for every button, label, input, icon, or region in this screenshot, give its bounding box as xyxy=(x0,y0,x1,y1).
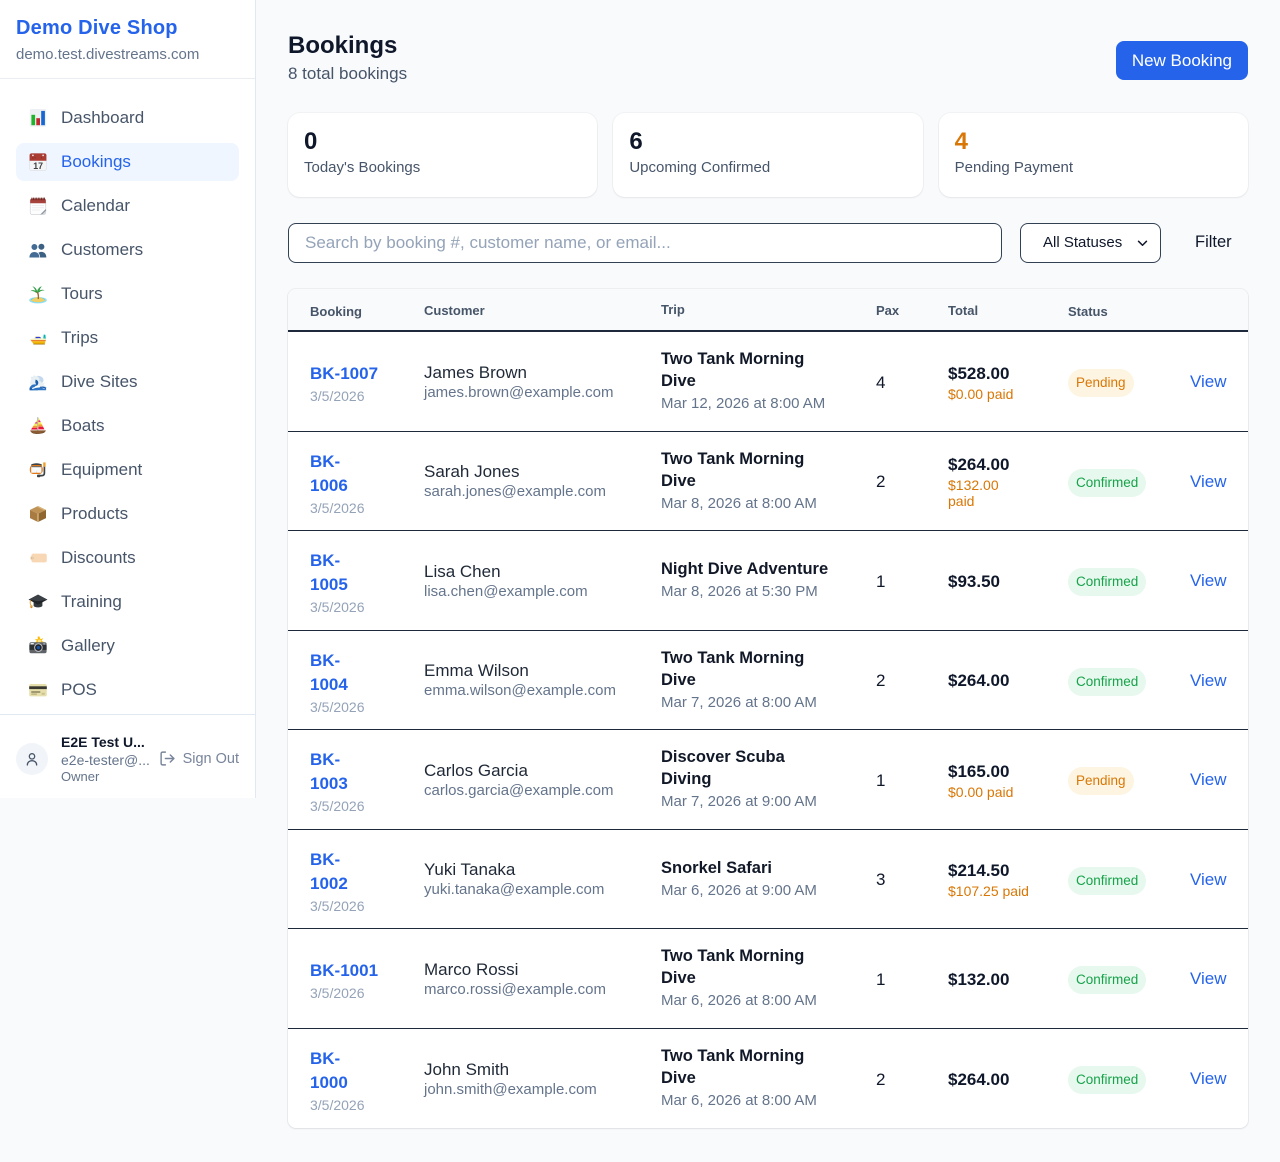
svg-text:17: 17 xyxy=(33,161,43,171)
